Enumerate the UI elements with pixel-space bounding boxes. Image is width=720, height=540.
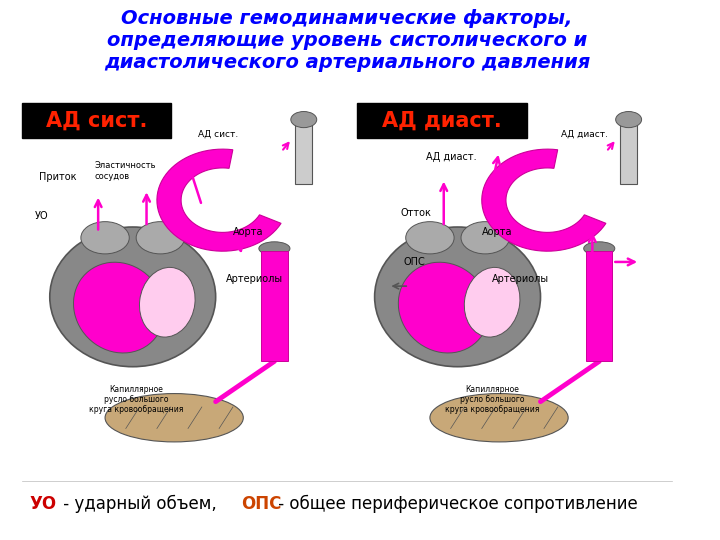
Text: Аорта: Аорта <box>233 227 264 237</box>
Ellipse shape <box>50 227 216 367</box>
Text: АД сист.: АД сист. <box>199 130 238 139</box>
Polygon shape <box>482 149 606 251</box>
FancyBboxPatch shape <box>22 104 171 138</box>
Text: Капиллярное
русло большого
круга кровообращения: Капиллярное русло большого круга кровооб… <box>445 384 539 414</box>
Ellipse shape <box>398 262 489 353</box>
Ellipse shape <box>374 227 541 367</box>
Text: ОПС: ОПС <box>404 256 426 267</box>
Ellipse shape <box>81 221 130 254</box>
Text: Артериолы: Артериолы <box>226 274 283 284</box>
Ellipse shape <box>584 242 615 255</box>
Text: Эластичность
сосудов: Эластичность сосудов <box>95 161 156 181</box>
Text: Основные гемодинамические факторы,
определяющие уровень систолического и
диастол: Основные гемодинамические факторы, опред… <box>104 9 590 72</box>
Text: Приток: Приток <box>40 172 77 182</box>
Text: УО: УО <box>29 495 56 513</box>
Ellipse shape <box>430 394 568 442</box>
Text: - общее периферическое сопротивление: - общее периферическое сопротивление <box>273 495 638 513</box>
Ellipse shape <box>136 221 184 254</box>
Bar <box>261 251 287 361</box>
Bar <box>620 119 637 184</box>
Text: - ударный объем,: - ударный объем, <box>58 495 222 513</box>
Bar <box>295 119 312 184</box>
Bar <box>586 251 613 361</box>
Text: АД диаст.: АД диаст. <box>562 130 608 139</box>
Text: Капиллярное
русло большого
круга кровообращения: Капиллярное русло большого круга кровооб… <box>89 384 184 414</box>
Text: Аорта: Аорта <box>482 227 512 237</box>
Text: Артериолы: Артериолы <box>492 274 549 284</box>
Text: ОПС: ОПС <box>241 495 282 513</box>
Ellipse shape <box>461 221 510 254</box>
Ellipse shape <box>259 242 290 255</box>
Text: АД диаст.: АД диаст. <box>382 111 502 131</box>
FancyBboxPatch shape <box>357 104 527 138</box>
Ellipse shape <box>616 112 642 127</box>
Ellipse shape <box>140 267 195 337</box>
Ellipse shape <box>291 112 317 127</box>
Polygon shape <box>157 149 281 251</box>
Text: Отток: Отток <box>401 208 432 218</box>
Text: УО: УО <box>35 211 48 221</box>
Ellipse shape <box>105 394 243 442</box>
Ellipse shape <box>73 262 164 353</box>
Text: АД диаст.: АД диаст. <box>426 152 477 162</box>
Ellipse shape <box>464 267 520 337</box>
Ellipse shape <box>406 221 454 254</box>
Text: АД сист.: АД сист. <box>46 111 147 131</box>
